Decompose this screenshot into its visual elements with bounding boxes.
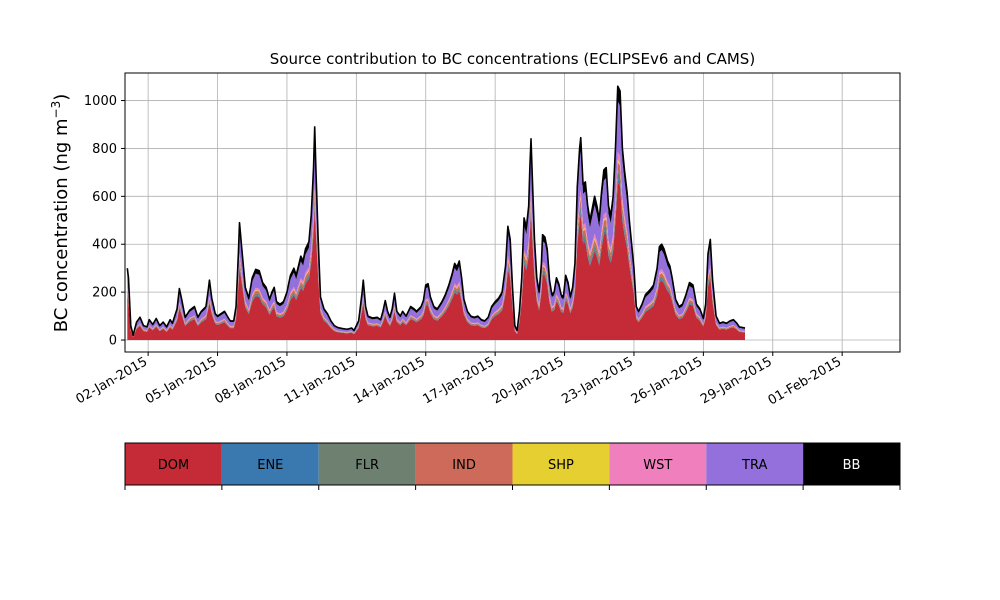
legend-swatch-ene [221,443,319,485]
y-tick-label: 600 [92,190,117,205]
x-tick-label: 23-Jan-2015 [559,354,636,407]
y-axis-label-end: ) [51,94,72,101]
legend-label-wst: WST [643,458,672,473]
y-axis-label: BC concentration (ng m−3) [49,94,72,333]
legend-swatch-ind [415,443,513,485]
plot-frame [124,72,901,353]
legend-swatch-flr [318,443,416,485]
total-line [126,85,746,337]
y-tick-label: 800 [92,142,117,157]
x-tick-label: 20-Jan-2015 [490,354,567,407]
legend-swatch-shp [512,443,610,485]
x-tick-label: 29-Jan-2015 [698,354,775,407]
y-axis-label-exponent: −3 [49,101,63,119]
x-tick-label: 14-Jan-2015 [351,354,428,407]
y-axis-label-main: BC concentration (ng m [51,118,72,332]
x-tick-label: 17-Jan-2015 [421,354,498,407]
legend-swatch-tra [706,443,804,485]
legend-label-dom: DOM [158,458,189,473]
stacked-areas [126,85,746,341]
axes-layer: 0200400600800100002-Jan-201505-Jan-20150… [74,72,901,408]
y-tick-label: 200 [92,286,117,301]
x-tick-label: 05-Jan-2015 [143,354,220,407]
legend-label-tra: TRA [741,458,767,473]
area-dom [127,182,745,341]
legend-label-ind: IND [452,458,476,473]
x-tick-label: 26-Jan-2015 [629,354,706,407]
legend-colorbar: DOM ENE FLR IND SHP WST TRA BB [124,442,901,490]
x-tick-label: 08-Jan-2015 [212,354,289,407]
chart-title: Source contribution to BC concentrations… [270,50,755,68]
legend-swatch-bb [803,443,900,485]
legend-swatch-dom [125,443,222,485]
y-tick-label: 0 [109,334,117,349]
legend-label-flr: FLR [355,458,379,473]
x-tick-label: 02-Jan-2015 [74,354,151,407]
area-tra [127,101,745,337]
y-tick-label: 400 [92,238,117,253]
legend-label-ene: ENE [257,458,283,473]
legend-label-shp: SHP [548,458,574,473]
y-tick-label: 1000 [84,94,117,109]
x-tick-label: 11-Jan-2015 [282,354,359,407]
legend-label-bb: BB [843,458,861,473]
legend-swatch-wst [609,443,707,485]
x-tick-label: 01-Feb-2015 [766,354,845,408]
